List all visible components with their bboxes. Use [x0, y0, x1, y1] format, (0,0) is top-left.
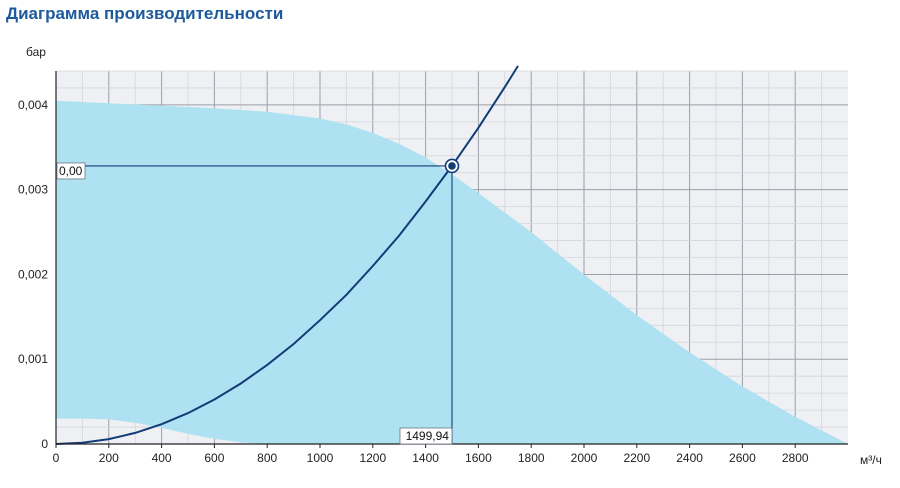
x-tick-label: 2600 [729, 451, 756, 465]
x-tick-label: 2400 [676, 451, 703, 465]
y-tick-label: 0,002 [18, 267, 48, 281]
x-tick-label: 2000 [571, 451, 598, 465]
operating-point-y-label-box [56, 162, 86, 180]
x-tick-label: 1600 [465, 451, 492, 465]
x-axis-unit-label: м³/ч [860, 453, 882, 467]
x-tick-label: 1800 [518, 451, 545, 465]
x-tick-label: 600 [204, 451, 224, 465]
page-title: Диаграмма производительности [6, 4, 284, 23]
y-tick-label: 0,001 [18, 352, 48, 366]
x-tick-label: 200 [99, 451, 119, 465]
x-tick-label: 1400 [412, 451, 439, 465]
x-tick-label: 1200 [359, 451, 386, 465]
x-tick-label: 2200 [623, 451, 650, 465]
y-axis-unit-label: бар [26, 45, 46, 59]
x-tick-label: 0 [53, 451, 60, 465]
x-tick-label: 2800 [782, 451, 809, 465]
operating-point-marker [448, 162, 456, 170]
y-tick-label: 0,004 [18, 98, 48, 112]
operating-point-x-label-box [399, 427, 453, 445]
y-tick-label: 0 [41, 437, 48, 451]
x-tick-label: 1000 [307, 451, 334, 465]
operating-point-y-label: 0,00 [59, 164, 83, 178]
operating-point-x-label: 1499,94 [406, 429, 450, 443]
x-tick-label: 800 [257, 451, 277, 465]
y-tick-label: 0,003 [18, 183, 48, 197]
x-tick-label: 400 [152, 451, 172, 465]
